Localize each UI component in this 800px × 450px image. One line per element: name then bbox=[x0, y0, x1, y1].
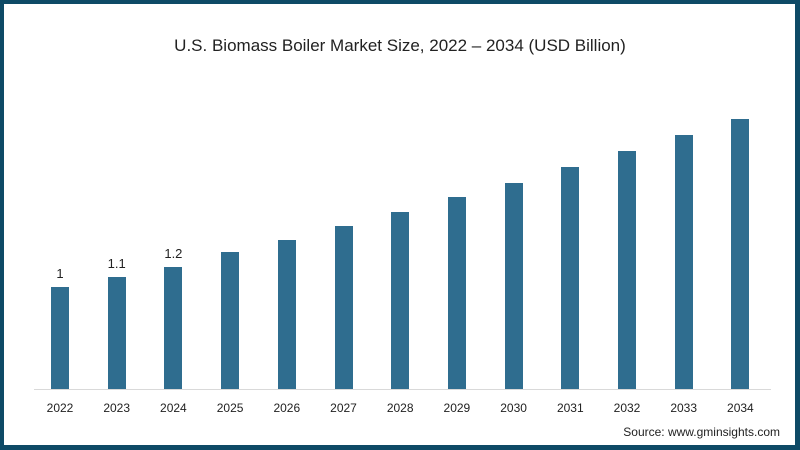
bar-2023 bbox=[107, 276, 126, 389]
bar-2032 bbox=[618, 151, 636, 389]
bar-2027 bbox=[334, 225, 353, 389]
data-label: 1.1 bbox=[107, 255, 126, 271]
bar-2034 bbox=[731, 118, 750, 389]
x-tick-label: 2034 bbox=[727, 401, 754, 415]
x-tick-label: 2026 bbox=[273, 401, 301, 415]
bar-2026 bbox=[277, 240, 296, 389]
x-axis-line bbox=[34, 389, 771, 390]
bar-2028 bbox=[391, 211, 410, 389]
x-tick-label: 2030 bbox=[500, 401, 527, 415]
chart-title: U.S. Biomass Boiler Market Size, 2022 – … bbox=[174, 36, 626, 55]
x-tick-label: 2033 bbox=[670, 401, 698, 415]
x-tick-label: 2024 bbox=[160, 401, 187, 415]
x-tick-label: 2023 bbox=[103, 401, 131, 415]
bar-2029 bbox=[447, 197, 466, 389]
x-tick-label: 2027 bbox=[330, 401, 357, 415]
source-note: Source: www.gminsights.com bbox=[623, 425, 780, 439]
x-tick-label: 2022 bbox=[46, 401, 74, 415]
data-label: 1 bbox=[56, 266, 64, 281]
x-tick-label: 2029 bbox=[443, 401, 471, 415]
bar-2031 bbox=[561, 166, 580, 389]
bar-2025 bbox=[221, 252, 240, 389]
x-tick-label: 2031 bbox=[556, 401, 584, 415]
x-tick-label: 2025 bbox=[216, 401, 244, 415]
bar-2033 bbox=[674, 135, 693, 389]
bar-2024 bbox=[164, 266, 183, 389]
x-tick-label: 2028 bbox=[386, 401, 414, 415]
bar-2022 bbox=[51, 287, 69, 389]
bar-2030 bbox=[504, 182, 523, 389]
x-tick-label: 2032 bbox=[613, 401, 641, 415]
data-label: 1.2 bbox=[164, 245, 183, 261]
